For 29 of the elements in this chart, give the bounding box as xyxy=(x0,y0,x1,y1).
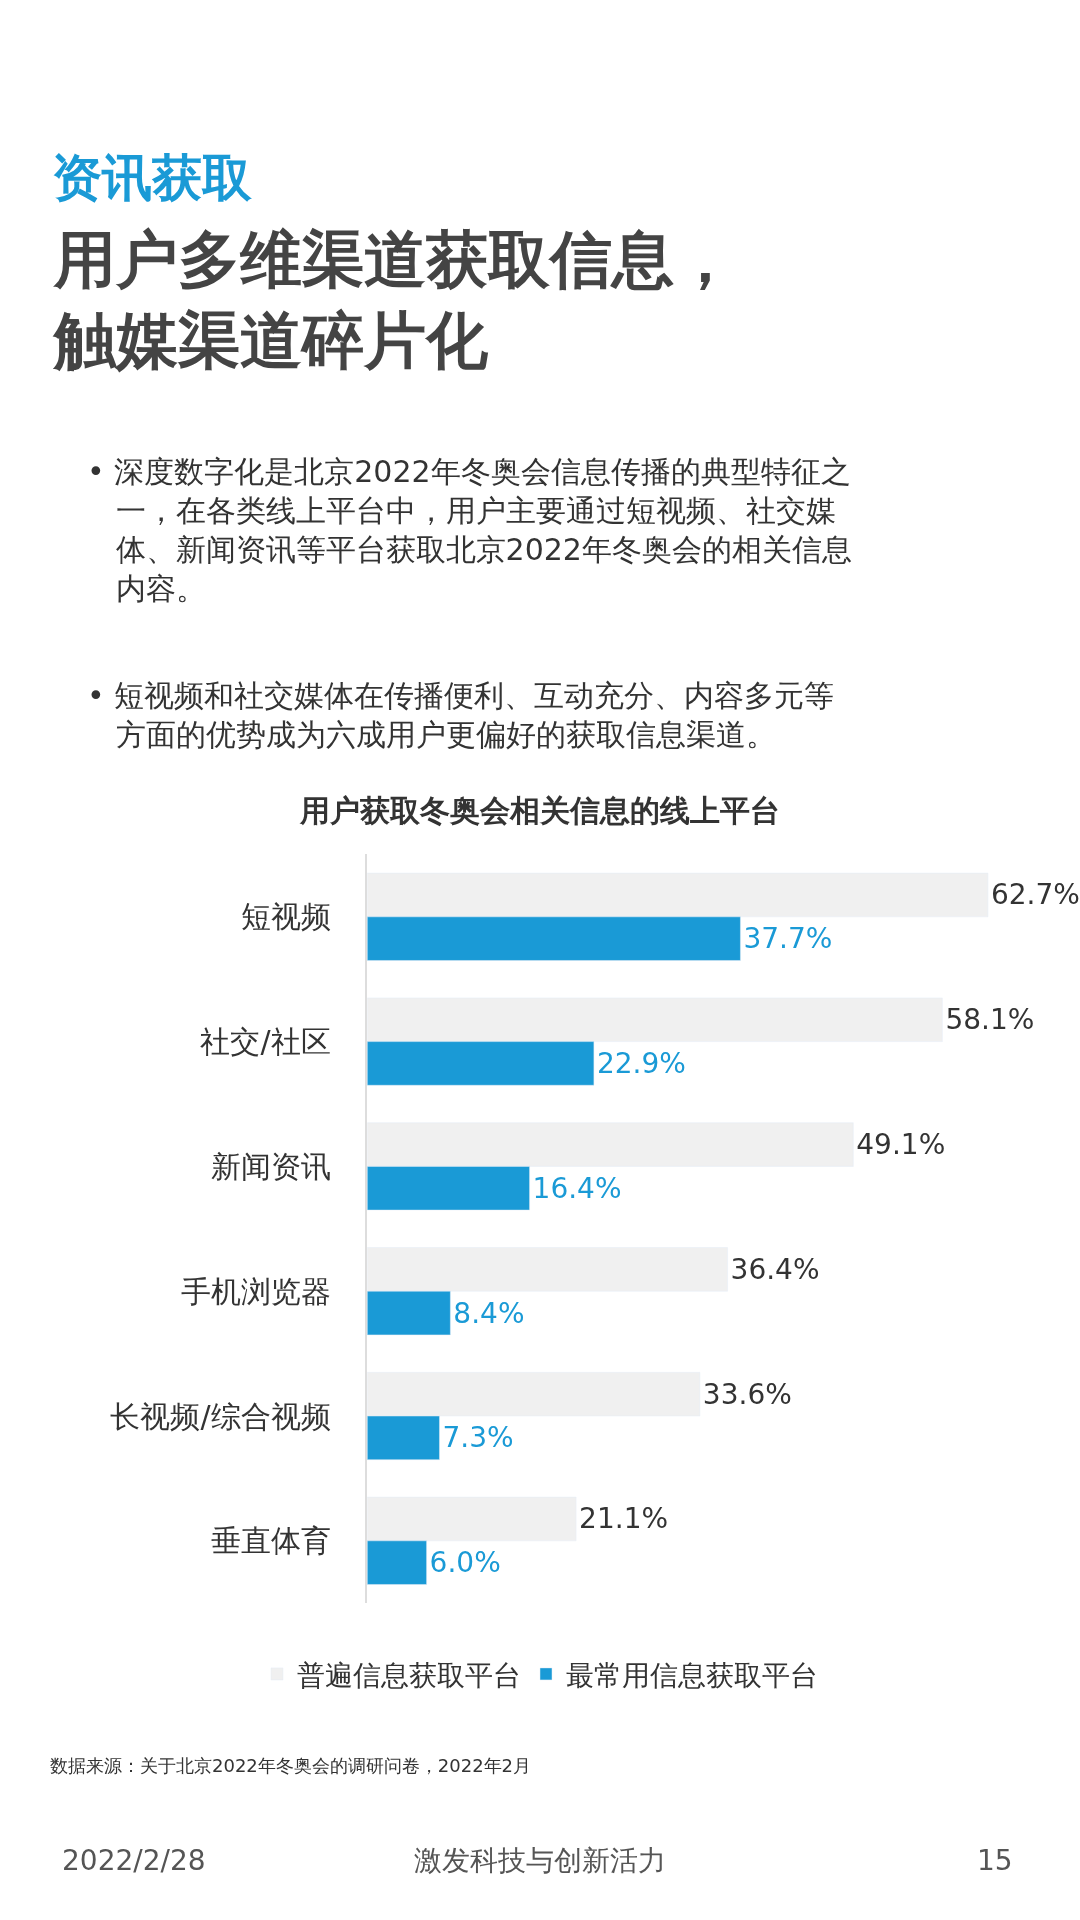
data-label: 8.4% xyxy=(453,1296,525,1330)
data-label: 22.9% xyxy=(596,1046,686,1080)
data-label: 49.1% xyxy=(856,1128,946,1162)
y-tick-label: 垂直体育 xyxy=(210,1523,360,1559)
data-label: 62.7% xyxy=(990,878,1080,912)
chart-title: 用户获取冬奥会相关信息的线上平台 xyxy=(299,792,780,828)
text: 用户多维渠道获取信息，触媒渠道碎片化 xyxy=(52,223,736,377)
data-label: 37.7% xyxy=(743,922,833,956)
data-label: 7.3% xyxy=(442,1421,514,1455)
legend-label: 最常用信息获取平台 xyxy=(566,1658,818,1692)
text: 资讯获取 xyxy=(52,149,252,207)
text: 2022/2/28 xyxy=(62,1844,206,1877)
text: • 深度数字化是北京2022年冬奥会信息传播的典型特征之一，在各类线上平台中，用户主要通过短视频、社交媒体、新闻资讯等平台获取北京2022年冬奥会的相关信息内容。 xyxy=(87,454,852,606)
y-tick-label: 新闻资讯 xyxy=(210,1148,360,1184)
data-label: 21.1% xyxy=(579,1502,669,1536)
text: 15 xyxy=(977,1844,1013,1877)
y-tick-label: 长视频/综合视频 xyxy=(110,1398,360,1434)
text: 激发科技与创新活力 xyxy=(414,1844,666,1877)
data-label: 58.1% xyxy=(945,1003,1035,1037)
data-label: 6.0% xyxy=(429,1546,501,1580)
source-note: 数据来源：关于北京2022年冬奥会的调研问卷，2022年2月 xyxy=(50,1755,532,1776)
legend-label: 普遍信息获取平台 xyxy=(297,1658,521,1692)
y-tick-label: 手机浏览器 xyxy=(180,1273,360,1309)
text: • 短视频和社交媒体在传播便利、互动充分、内容多元等方面的优势成为六成用户更偏好的获取信息渠道。 xyxy=(87,678,835,752)
y-tick-label: 社交/社区 xyxy=(200,1024,360,1060)
data-label: 16.4% xyxy=(532,1171,622,1205)
y-tick-label: 短视频 xyxy=(240,899,360,935)
data-label: 33.6% xyxy=(702,1377,792,1411)
data-label: 36.4% xyxy=(730,1252,820,1286)
